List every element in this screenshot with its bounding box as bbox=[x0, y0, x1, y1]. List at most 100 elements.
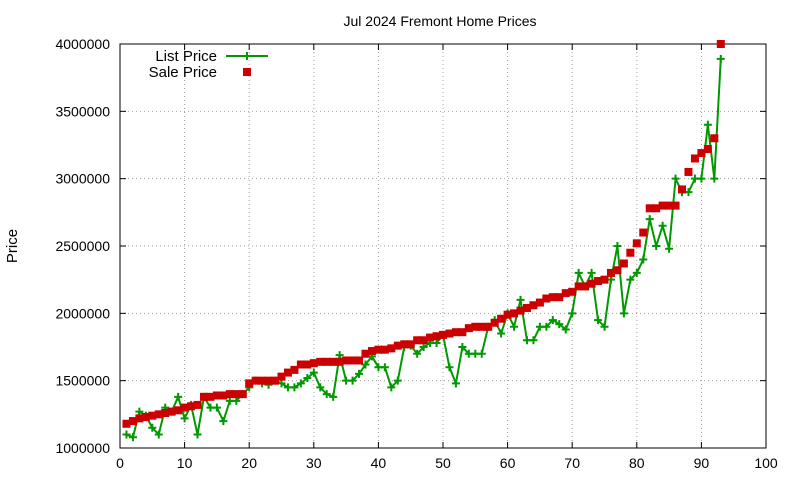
sale-price-point bbox=[619, 259, 628, 268]
legend-label-sale-price: Sale Price bbox=[149, 64, 217, 81]
list-price-point bbox=[568, 309, 577, 318]
sale-price-point bbox=[174, 406, 183, 415]
sale-price-point bbox=[665, 201, 674, 210]
sale-price-point bbox=[374, 345, 383, 354]
sale-price-point bbox=[522, 303, 531, 312]
sale-price-point bbox=[471, 322, 480, 331]
list-price-point bbox=[594, 316, 603, 325]
y-tick-label: 1000000 bbox=[55, 440, 110, 456]
sale-price-point bbox=[458, 328, 467, 337]
sale-price-point bbox=[400, 340, 409, 349]
y-tick-label: 1500000 bbox=[55, 373, 110, 389]
list-price-point bbox=[419, 343, 428, 351]
sale-price-point bbox=[445, 329, 454, 338]
x-tick-label: 30 bbox=[306, 455, 322, 471]
sale-price-point bbox=[484, 322, 493, 331]
sale-price-point bbox=[309, 359, 318, 368]
series bbox=[122, 40, 725, 442]
x-tick-label: 90 bbox=[694, 455, 710, 471]
sale-price-point bbox=[167, 407, 176, 416]
sale-price-point bbox=[245, 379, 254, 388]
sale-price-point bbox=[187, 402, 196, 411]
list-price-point bbox=[303, 373, 312, 382]
legend-sale-price-marker bbox=[243, 68, 251, 76]
sale-price-point bbox=[335, 357, 344, 366]
list-price-point bbox=[322, 390, 331, 399]
sale-price-point bbox=[361, 349, 370, 358]
sale-price-point bbox=[251, 376, 260, 385]
y-tick-label: 2000000 bbox=[55, 305, 110, 321]
sale-price-point bbox=[645, 204, 654, 213]
sale-price-point bbox=[574, 282, 583, 291]
sale-price-point bbox=[193, 400, 202, 409]
sale-price-point bbox=[135, 414, 144, 423]
list-price-point bbox=[154, 430, 163, 439]
sale-price-point bbox=[581, 282, 590, 291]
sale-price-point bbox=[555, 293, 564, 302]
list-price-point bbox=[626, 275, 635, 284]
sale-price-point bbox=[690, 154, 699, 163]
list-price-point bbox=[180, 414, 189, 423]
list-price-point bbox=[645, 215, 654, 224]
legend-list-price-sample bbox=[226, 52, 268, 60]
sale-price-point bbox=[303, 360, 312, 369]
sale-price-point bbox=[380, 345, 389, 354]
sale-price-point bbox=[419, 336, 428, 345]
list-price-point bbox=[587, 268, 596, 277]
sale-price-point bbox=[387, 344, 396, 353]
list-price-point bbox=[193, 430, 202, 439]
list-price-point bbox=[613, 242, 622, 250]
series-sale-price bbox=[122, 40, 725, 428]
list-price-point bbox=[497, 329, 506, 338]
x-tick-label: 10 bbox=[177, 455, 193, 471]
list-price-point bbox=[212, 403, 221, 412]
sale-price-point bbox=[529, 301, 538, 310]
sale-price-point bbox=[510, 309, 519, 318]
sale-price-point bbox=[594, 277, 603, 286]
sale-price-point bbox=[439, 330, 447, 339]
sale-price-point bbox=[497, 314, 506, 323]
list-price-point bbox=[703, 120, 712, 129]
list-price-point bbox=[393, 376, 402, 385]
sale-price-point bbox=[225, 390, 234, 399]
list-price-point bbox=[445, 363, 454, 372]
sale-price-point bbox=[548, 293, 557, 302]
list-price-point bbox=[671, 174, 680, 183]
x-tick-label: 20 bbox=[241, 455, 257, 471]
sale-price-point bbox=[206, 392, 215, 401]
sale-price-point bbox=[658, 201, 667, 210]
list-price-point bbox=[174, 392, 183, 401]
list-price-point bbox=[697, 174, 706, 183]
sale-price-point bbox=[290, 365, 299, 374]
list-price-point bbox=[510, 322, 519, 331]
sale-price-point bbox=[264, 376, 273, 385]
list-price-point bbox=[716, 54, 725, 63]
sale-price-point bbox=[122, 419, 131, 428]
list-price-point bbox=[361, 360, 370, 369]
list-price-point bbox=[309, 368, 318, 377]
list-price-point bbox=[335, 351, 344, 360]
sale-price-point bbox=[413, 336, 422, 345]
sale-price-point bbox=[219, 391, 228, 400]
x-tick-label: 60 bbox=[500, 455, 516, 471]
sale-price-point bbox=[703, 145, 712, 154]
sale-price-point bbox=[490, 318, 499, 327]
sale-price-point bbox=[626, 248, 635, 257]
list-price-point bbox=[516, 295, 525, 304]
legend-list-price-marker bbox=[243, 52, 251, 60]
sale-price-point bbox=[451, 328, 460, 337]
list-price-point bbox=[451, 379, 460, 388]
list-price-point bbox=[458, 343, 467, 351]
list-price-point bbox=[290, 383, 299, 392]
list-price-point bbox=[380, 363, 389, 372]
x-tick-label: 70 bbox=[564, 455, 580, 471]
list-price-point bbox=[477, 349, 486, 358]
list-price-point bbox=[148, 423, 157, 432]
sale-price-point bbox=[322, 357, 331, 366]
list-price-point bbox=[232, 396, 241, 405]
sale-price-point bbox=[393, 341, 402, 350]
list-price-point bbox=[658, 221, 667, 230]
sale-price-point bbox=[639, 228, 648, 237]
